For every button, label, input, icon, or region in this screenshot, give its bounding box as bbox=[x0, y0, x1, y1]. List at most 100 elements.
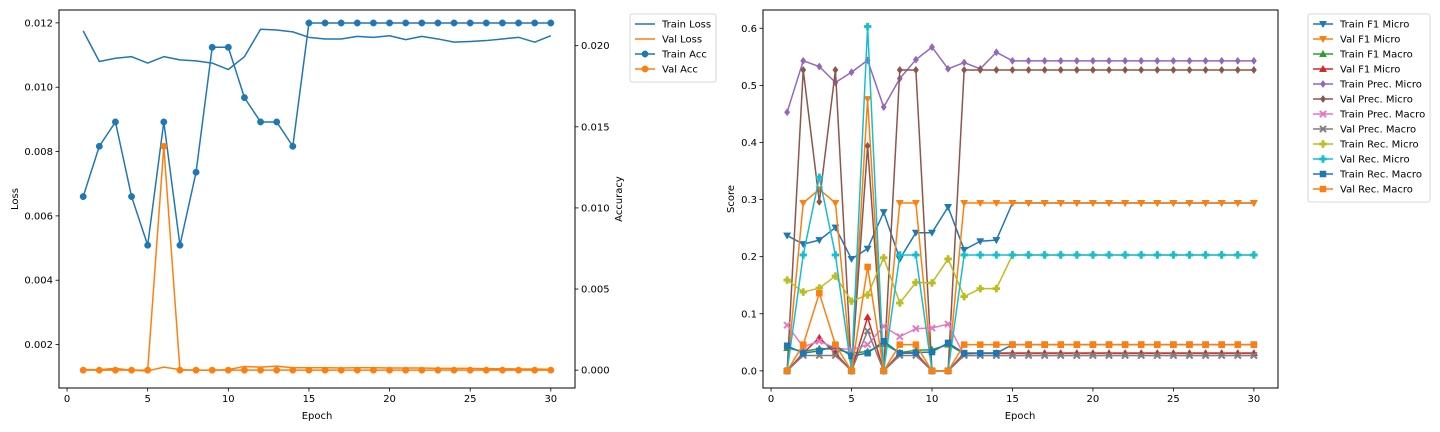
y-tick-label: 0.2 bbox=[741, 252, 757, 263]
data-point-train-prec-micro bbox=[800, 56, 807, 65]
data-point-val-acc bbox=[208, 366, 216, 374]
data-point-train-f1-micro bbox=[927, 229, 937, 237]
legend-label: Train Acc bbox=[661, 50, 707, 61]
data-point-val-acc bbox=[289, 366, 297, 374]
y2-tick-label: 0.005 bbox=[581, 285, 610, 296]
y-tick-label: 0.004 bbox=[24, 276, 53, 287]
data-point-train-prec-micro bbox=[912, 55, 919, 64]
data-point-val-rec-macro bbox=[864, 263, 871, 271]
data-point-train-prec-micro bbox=[1057, 56, 1064, 65]
data-point-val-acc bbox=[547, 366, 555, 374]
data-point-val-rec-macro bbox=[1105, 341, 1113, 348]
series-line-val-f1-micro bbox=[786, 98, 1254, 372]
series-line-val-prec-macro bbox=[786, 330, 1254, 372]
legend-label: Train Prec. Macro bbox=[1339, 110, 1425, 121]
legend-marker bbox=[1319, 79, 1327, 89]
data-point-train-prec-micro bbox=[1073, 56, 1080, 65]
data-point-val-f1-micro bbox=[1040, 200, 1049, 208]
legend-marker bbox=[641, 65, 649, 73]
legend-entry-train-rec-macro: Train Rec. Macro bbox=[1313, 170, 1422, 181]
data-point-train-prec-micro bbox=[928, 43, 935, 52]
data-point-train-prec-micro bbox=[1234, 56, 1241, 65]
data-point-train-prec-micro bbox=[1138, 56, 1145, 65]
y2-tick-label: 0.020 bbox=[581, 41, 610, 52]
right-series-layer bbox=[783, 22, 1258, 375]
data-point-val-prec-macro bbox=[1201, 351, 1210, 360]
data-point-val-f1-micro bbox=[1137, 200, 1146, 208]
data-point-train-acc bbox=[353, 19, 361, 27]
data-point-train-rec-macro bbox=[783, 342, 791, 349]
data-point-val-f1-micro bbox=[799, 200, 808, 208]
data-point-val-acc bbox=[353, 366, 361, 374]
data-point-train-prec-micro bbox=[880, 103, 887, 112]
data-point-val-rec-macro bbox=[1170, 341, 1177, 348]
data-point-train-prec-macro bbox=[863, 340, 872, 349]
data-point-val-rec-micro bbox=[960, 251, 968, 259]
y-tick-label: 0.1 bbox=[741, 309, 757, 320]
data-point-train-acc bbox=[95, 142, 103, 150]
data-point-val-prec-macro bbox=[1089, 351, 1097, 360]
data-point-train-prec-macro bbox=[895, 332, 904, 341]
data-point-val-acc bbox=[418, 366, 426, 374]
series-train-loss bbox=[82, 28, 552, 71]
data-point-train-f1-micro bbox=[815, 237, 824, 245]
data-point-val-rec-micro bbox=[1024, 251, 1033, 259]
data-point-train-acc bbox=[482, 19, 490, 27]
legend-label: Val F1 Micro bbox=[1340, 35, 1400, 46]
legend-entry-train-prec-micro: Train Prec. Micro bbox=[1313, 80, 1422, 91]
legend-label: Train Loss bbox=[661, 20, 711, 31]
data-point-val-prec-micro bbox=[1170, 65, 1177, 74]
legend-label: Train Rec. Macro bbox=[1339, 170, 1422, 181]
data-point-val-prec-micro bbox=[1218, 65, 1225, 74]
legend-frame bbox=[629, 13, 717, 83]
data-point-val-acc bbox=[402, 366, 410, 374]
y2-tick-label: 0.015 bbox=[581, 122, 610, 133]
data-point-train-f1-micro bbox=[976, 238, 985, 246]
legend-entry-train-loss: Train Loss bbox=[635, 20, 711, 31]
x-tick-label: 0 bbox=[64, 394, 70, 405]
data-point-train-rec-micro bbox=[976, 284, 985, 293]
data-point-train-rec-micro bbox=[992, 284, 1001, 293]
x-tick-label: 25 bbox=[1167, 394, 1180, 405]
left-x-axis-label: Epoch bbox=[302, 411, 333, 422]
x-tick-label: 15 bbox=[1006, 394, 1019, 405]
data-point-val-f1-micro bbox=[960, 200, 969, 208]
data-point-val-rec-macro bbox=[783, 367, 791, 375]
data-point-train-acc bbox=[289, 142, 297, 150]
right-y-axis-label: Score bbox=[726, 185, 737, 213]
data-point-train-acc bbox=[369, 19, 377, 27]
right-x-axis-label: Epoch bbox=[1005, 411, 1036, 422]
x-tick-label: 30 bbox=[1247, 394, 1260, 405]
data-point-train-prec-micro bbox=[784, 108, 791, 117]
data-point-train-prec-macro bbox=[912, 324, 920, 333]
data-point-val-acc bbox=[321, 366, 329, 374]
plot-area-right bbox=[762, 9, 1279, 389]
data-point-train-rec-macro bbox=[928, 348, 936, 356]
data-point-val-rec-macro bbox=[832, 341, 839, 348]
data-point-val-f1-micro bbox=[863, 96, 872, 104]
x-tick-label: 20 bbox=[1087, 394, 1100, 405]
data-point-val-prec-micro bbox=[1250, 65, 1257, 74]
legend-marker bbox=[1319, 155, 1327, 163]
data-point-val-f1-micro bbox=[1104, 200, 1114, 208]
data-point-val-rec-micro bbox=[1105, 251, 1113, 259]
legend-frame bbox=[1307, 13, 1431, 203]
data-point-val-acc bbox=[95, 366, 103, 374]
data-point-val-prec-micro bbox=[993, 65, 1000, 74]
data-point-train-acc bbox=[128, 193, 136, 201]
data-point-train-rec-macro bbox=[960, 349, 968, 357]
data-point-val-acc bbox=[434, 366, 442, 374]
data-point-val-prec-macro bbox=[1121, 351, 1129, 360]
data-point-val-acc bbox=[257, 366, 265, 374]
data-point-train-rec-macro bbox=[977, 349, 984, 357]
legend-entry-val-f1-micro: Val F1 Micro bbox=[1313, 35, 1400, 46]
data-point-val-rec-micro bbox=[1073, 251, 1081, 259]
data-point-val-f1-micro bbox=[831, 200, 840, 208]
data-point-val-rec-micro bbox=[1040, 251, 1049, 259]
data-point-val-prec-macro bbox=[1056, 351, 1065, 360]
data-point-train-prec-micro bbox=[1170, 56, 1177, 65]
data-point-train-acc bbox=[498, 19, 506, 27]
legend-entry-train-rec-micro: Train Rec. Micro bbox=[1313, 140, 1419, 151]
legend-marker bbox=[1319, 185, 1327, 193]
data-point-train-prec-micro bbox=[1089, 56, 1096, 65]
